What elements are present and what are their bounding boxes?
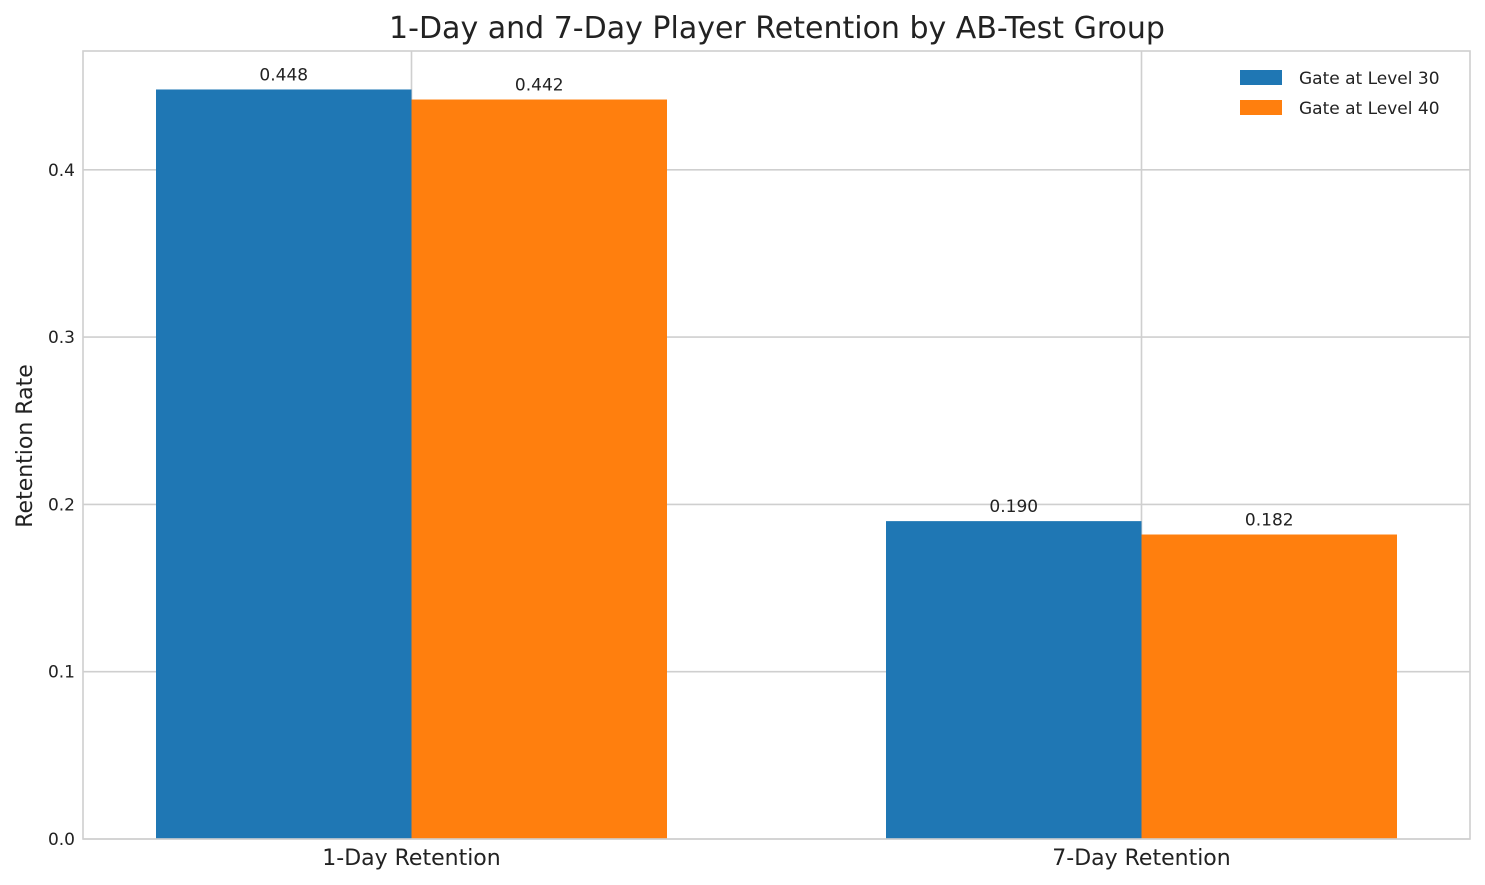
y-tick-label: 0.1: [48, 663, 75, 683]
x-axis-ticks: 1-Day Retention 7-Day Retention: [322, 846, 1230, 871]
bar-value-label: 0.182: [1245, 511, 1294, 531]
x-tick-label: 7-Day Retention: [1052, 846, 1230, 871]
legend-swatch: [1240, 100, 1282, 115]
plot-frame: [82, 50, 1471, 840]
bar-value-label: 0.190: [989, 497, 1038, 517]
y-tick-label: 0.4: [48, 161, 75, 181]
bars: [156, 89, 1397, 839]
bar: [1141, 534, 1397, 839]
legend-label: Gate at Level 40: [1299, 99, 1440, 119]
bar: [411, 99, 667, 839]
legend-label: Gate at Level 30: [1299, 69, 1440, 89]
y-tick-label: 0.2: [48, 495, 75, 515]
y-tick-label: 0.0: [48, 830, 75, 850]
bar-value-label: 0.442: [515, 76, 564, 96]
y-tick-label: 0.3: [48, 328, 75, 348]
bar-value-label: 0.448: [259, 65, 308, 85]
y-axis-ticks: 0.0 0.1 0.2 0.3 0.4: [48, 161, 75, 850]
chart-title: 1-Day and 7-Day Player Retention by AB-T…: [389, 11, 1165, 46]
legend-swatch: [1240, 70, 1282, 85]
data-labels: 0.448 0.190 0.442 0.182: [259, 65, 1293, 530]
legend-background: [1208, 56, 1464, 130]
bar: [886, 521, 1142, 839]
legend: Gate at Level 30 Gate at Level 40: [1208, 56, 1464, 130]
y-axis-label: Retention Rate: [13, 364, 38, 528]
x-tick-label: 1-Day Retention: [322, 846, 500, 871]
bar: [156, 89, 412, 839]
